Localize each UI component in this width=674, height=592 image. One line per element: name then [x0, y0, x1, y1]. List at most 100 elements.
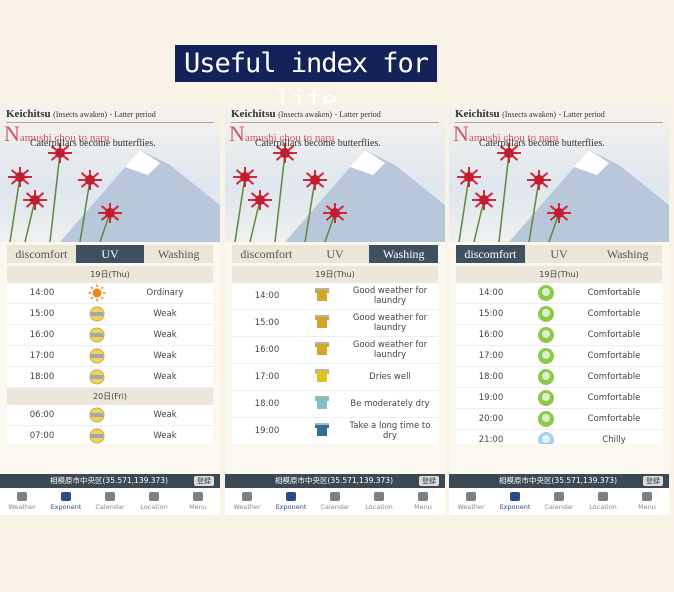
tab-bar: discomfort UV Washing	[7, 245, 213, 263]
tab-bar: discomfort UV Washing	[232, 245, 439, 263]
index-list: 19日(Thu) 14:00 Comfortable 15:00 Comfortable…	[456, 266, 662, 444]
nav-item[interactable]: Exponent	[44, 488, 88, 515]
index-row: 21:00 Chilly	[456, 430, 662, 444]
tab[interactable]: discomfort	[15, 247, 68, 261]
index-icon	[315, 288, 329, 301]
index-icon	[538, 369, 554, 385]
nav-item[interactable]: Exponent	[269, 488, 313, 515]
nav-item[interactable]: Menu	[176, 488, 220, 515]
nav-icon	[242, 492, 252, 501]
index-icon	[89, 306, 105, 322]
index-label: Weak	[153, 410, 177, 420]
nav-label: Menu	[638, 503, 656, 511]
nav-item[interactable]: Menu	[625, 488, 669, 515]
nav-item[interactable]: Calendar	[88, 488, 132, 515]
season-term: Keichitsu (Insects awaken) - Latter peri…	[6, 108, 156, 120]
index-row: 16:00 Good weather for laundry	[232, 337, 438, 364]
nav-item[interactable]: Weather	[0, 488, 44, 515]
nav-item[interactable]: Calendar	[313, 488, 357, 515]
time: 06:00	[29, 410, 55, 420]
time: 14:00	[478, 288, 504, 298]
date-row: 19日(Thu)	[456, 266, 662, 283]
time: 14:00	[29, 288, 55, 298]
tab[interactable]: discomfort	[456, 245, 525, 263]
nav-icon	[598, 492, 608, 501]
tab[interactable]: UV	[550, 247, 568, 261]
location: 相模原市中央区(35.571,139.373)	[499, 476, 617, 485]
index-label: Good weather for laundry	[352, 286, 428, 306]
icon-cell	[302, 287, 342, 305]
nav-item[interactable]: Calendar	[537, 488, 581, 515]
tab[interactable]: UV	[75, 245, 145, 263]
rule	[455, 122, 663, 123]
index-row: 16:00 Comfortable	[456, 325, 662, 346]
index-row: 06:00 Weak	[7, 405, 213, 426]
phone-panel: Keichitsu (Insects awaken) - Latter peri…	[449, 105, 669, 515]
index-icon	[538, 306, 554, 322]
season-title: Namushi chou to naru	[229, 121, 335, 146]
index-icon	[315, 369, 329, 382]
index-label: Weak	[153, 431, 177, 441]
index-icon	[538, 348, 554, 364]
index-icon	[315, 342, 329, 355]
nav-icon	[105, 492, 115, 501]
register-button[interactable]: 登録	[643, 476, 663, 486]
icon-cell	[77, 368, 117, 386]
nav-item[interactable]: Menu	[401, 488, 445, 515]
index-icon	[89, 348, 105, 364]
icon-cell	[77, 305, 117, 323]
icon-cell	[302, 395, 342, 413]
time: 21:00	[478, 435, 504, 444]
nav-item[interactable]: Location	[581, 488, 625, 515]
term-name: Keichitsu	[455, 108, 500, 120]
nav-item[interactable]: Location	[132, 488, 176, 515]
index-icon	[89, 407, 105, 423]
nav-label: Weather	[233, 503, 261, 511]
season-subtitle: Caterpillars become butterflies.	[255, 138, 381, 149]
bottom-nav: Weather Exponent Calendar Location Menu	[225, 488, 445, 515]
nav-item[interactable]: Weather	[449, 488, 493, 515]
location-bar: 相模原市中央区(35.571,139.373) 登録	[225, 474, 445, 488]
tab[interactable]: Washing	[157, 247, 200, 261]
header-art	[8, 143, 220, 242]
tab[interactable]: discomfort	[240, 247, 293, 261]
index-row: 17:00 Comfortable	[456, 346, 662, 367]
season-title: Namushi chou to naru	[4, 121, 110, 146]
icon-cell	[526, 305, 566, 323]
icon-cell	[526, 410, 566, 428]
tab[interactable]: Washing	[606, 247, 649, 261]
index-row: 14:00 Ordinary	[7, 283, 213, 304]
term-note: (Insects awaken)	[502, 110, 557, 119]
time: 18:00	[478, 372, 504, 382]
nav-label: Exponent	[50, 503, 82, 511]
index-icon	[88, 284, 106, 302]
nav-item[interactable]: Weather	[225, 488, 269, 515]
icon-cell	[77, 406, 117, 424]
tab[interactable]: UV	[326, 247, 344, 261]
nav-icon	[286, 492, 296, 501]
icon-cell	[526, 389, 566, 407]
nav-label: Calendar	[544, 503, 574, 511]
icon-cell	[526, 347, 566, 365]
tab[interactable]: Washing	[369, 245, 439, 263]
time: 19:00	[478, 393, 504, 403]
index-list: 19日(Thu) 14:00 Ordinary 15:00 Weak 16:00 Weak 1…	[7, 266, 213, 444]
time: 18:00	[254, 399, 280, 409]
nav-item[interactable]: Location	[357, 488, 401, 515]
index-label: Comfortable	[587, 372, 641, 382]
bottom-nav: Weather Exponent Calendar Location Menu	[0, 488, 220, 515]
nav-item[interactable]: Exponent	[493, 488, 537, 515]
register-button[interactable]: 登録	[194, 476, 214, 486]
term-period: - Latter period	[334, 110, 381, 119]
icon-cell	[77, 347, 117, 365]
index-label: Comfortable	[587, 288, 641, 298]
icon-cell	[526, 368, 566, 386]
nav-label: Location	[365, 503, 393, 511]
index-row: 17:00 Weak	[7, 346, 213, 367]
register-button[interactable]: 登録	[419, 476, 439, 486]
banner: Useful index for life	[175, 45, 437, 116]
term-note: (Insects awaken)	[53, 110, 108, 119]
index-row: 07:00 Weak	[7, 426, 213, 444]
index-row: 15:00 Weak	[7, 304, 213, 325]
index-row: 19:00 Comfortable	[456, 388, 662, 409]
